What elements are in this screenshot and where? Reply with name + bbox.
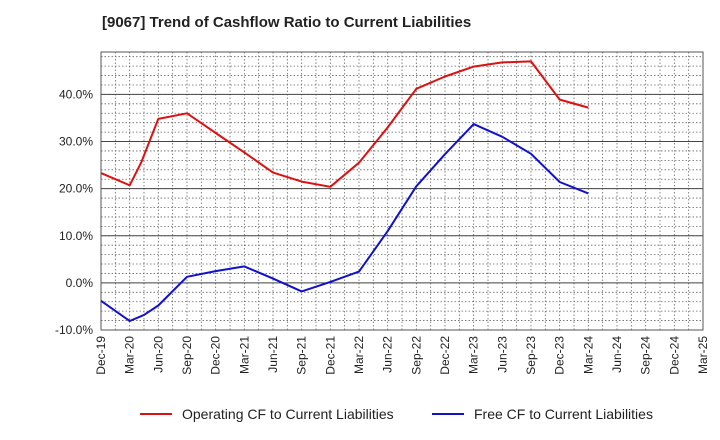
x-tick-label: Jun-22: [381, 336, 395, 373]
grid: [100, 52, 704, 331]
series-line-2: [100, 123, 589, 322]
x-tick-label: Dec-23: [553, 336, 567, 375]
chart-title: [9067] Trend of Cashflow Ratio to Curren…: [102, 14, 472, 31]
y-tick-label: 30.0%: [59, 135, 93, 149]
x-tick-label: Sep-23: [524, 336, 538, 375]
legend-label-1: Operating CF to Current Liabilities: [182, 406, 394, 422]
x-tick-label: Jun-21: [266, 336, 280, 373]
y-tick-label: 20.0%: [59, 182, 93, 196]
x-tick-label: Mar-23: [467, 336, 481, 374]
x-tick-label: Mar-22: [352, 336, 366, 374]
y-tick-label: 10.0%: [59, 229, 93, 243]
x-tick-label: Mar-24: [581, 336, 595, 374]
x-tick-label: Sep-20: [180, 336, 194, 375]
x-tick-label: Jun-23: [495, 336, 509, 373]
x-axis: Dec-19 Mar-20 Jun-20 Sep-20 Dec-20 Mar-21 Jun-…: [94, 336, 710, 375]
x-tick-label: Jun-20: [151, 336, 165, 373]
series-lines: [100, 60, 589, 322]
x-tick-label: Dec-20: [209, 336, 223, 375]
x-tick-label: Mar-25: [696, 336, 710, 374]
y-axis: -10.0% 0.0% 10.0% 20.0% 30.0% 40.0%: [55, 87, 93, 337]
y-tick-label: -10.0%: [55, 323, 93, 337]
x-tick-label: Sep-24: [639, 336, 653, 375]
x-tick-label: Jun-24: [610, 336, 624, 373]
y-tick-label: 40.0%: [59, 87, 93, 101]
x-tick-label: Dec-24: [667, 336, 681, 375]
x-tick-label: Sep-21: [295, 336, 309, 375]
x-tick-label: Mar-21: [237, 336, 251, 374]
x-tick-label: Dec-19: [94, 336, 108, 375]
x-tick-label: Dec-22: [438, 336, 452, 375]
x-tick-label: Mar-20: [123, 336, 137, 374]
series-line-1: [100, 60, 589, 188]
legend: Operating CF to Current Liabilities Free …: [140, 406, 653, 422]
plot-frame: [100, 51, 704, 331]
x-tick-label: Dec-21: [323, 336, 337, 375]
y-tick-label: 0.0%: [66, 276, 94, 290]
legend-label-2: Free CF to Current Liabilities: [474, 406, 653, 422]
x-tick-label: Sep-22: [409, 336, 423, 375]
